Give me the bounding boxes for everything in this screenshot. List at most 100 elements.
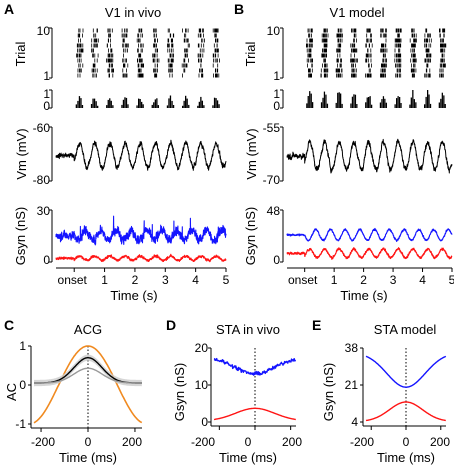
- panel-c-ytick-0: 0: [19, 378, 26, 392]
- panel-a-psth-bar-40: [197, 105, 199, 108]
- panel-a-psth-bar-18: [125, 97, 128, 108]
- panel-b-psth-bar-14: [341, 103, 343, 108]
- panel-b-psth-bar-2: [309, 91, 311, 108]
- panel-a-psth-bar-34: [172, 105, 175, 108]
- panel-d-xtick-0: 0: [245, 435, 252, 449]
- panel-b-raster-ytick-bottom: 1: [273, 69, 280, 83]
- panel-a-psth-bar-47: [215, 98, 217, 108]
- panel-b-xtick-onset: onset: [288, 273, 318, 287]
- panel-a-psth-bar-48: [216, 100, 219, 108]
- panel-letter-b: B: [234, 1, 244, 17]
- panel-b-psth-bar-16: [351, 96, 354, 108]
- panel-a-psth-bar-0: [75, 104, 78, 108]
- panel-a-psth-bar-13: [110, 100, 112, 108]
- panel-a-vm-ylabel: Vm (mV): [14, 128, 29, 179]
- panel-b-psth-bar-22: [368, 97, 370, 108]
- panel-b-psth-bar-8: [325, 94, 327, 108]
- panel-a-psth-bar-43: [201, 100, 204, 108]
- panel-c-ytick-1: 1: [19, 339, 26, 353]
- panel-b-psth-bar-41: [425, 96, 427, 108]
- panel-b-gsyn-ylabel: Gsyn (nS): [243, 207, 258, 266]
- panel-c-series-0: [33, 345, 143, 424]
- panel-b-psth-bar-35: [409, 104, 411, 108]
- panel-b-psth-ytick-bottom: 0: [273, 99, 280, 113]
- panel-b-psth-bar-32: [397, 96, 399, 108]
- panel-a-psth-bar-23: [141, 101, 143, 108]
- panel-a-psth-ytick-top: 1: [43, 87, 50, 101]
- panel-b-psth-bar-33: [399, 97, 401, 108]
- panel-e-xlabel: Time (ms): [377, 450, 435, 465]
- panel-a-raster-trial-10: [78, 28, 219, 33]
- panel-a-psth-bar-7: [93, 98, 96, 108]
- panel-b-psth-bar-49: [444, 104, 446, 108]
- panel-e-xtick-0: 0: [403, 435, 410, 449]
- panel-d-ytick-0: 0: [201, 415, 208, 429]
- panel-d-series-0: [213, 357, 297, 376]
- panel-a-raster-trial-3: [78, 63, 219, 68]
- panel-a-psth-bar-33: [171, 100, 173, 108]
- panel-b-psth-bar-3: [310, 93, 312, 108]
- panel-a-psth-bar-35: [182, 105, 184, 108]
- panel-a-xtick-3: 3: [162, 273, 169, 287]
- panel-b-psth-bar-12: [338, 92, 340, 108]
- panel-b-vm-trace: [286, 138, 453, 174]
- panel-d-series-1: [213, 407, 296, 421]
- panel-b-title: V1 model: [330, 5, 385, 20]
- panel-a-psth-bar-11: [107, 99, 109, 108]
- panel-a-vm-trace: [55, 139, 227, 171]
- panel-a-raster-ytick-bottom: 1: [43, 69, 50, 83]
- panel-b-gsyn-series-0: [286, 227, 453, 243]
- panel-a-psth-bar-25: [151, 104, 153, 108]
- panel-e-ytick-38: 38: [345, 341, 359, 355]
- panel-a-psth-bar-8: [95, 101, 97, 108]
- panel-a-psth-bar-5: [90, 104, 93, 108]
- panel-a-psth-bar-46: [213, 97, 216, 108]
- panel-a-raster-trial-9: [77, 33, 217, 38]
- panel-e-ylabel: Gsyn (nS): [321, 363, 336, 422]
- panel-b-psth-bar-40: [424, 104, 426, 108]
- panel-c-xtick-200: 200: [122, 435, 142, 449]
- panel-b-psth-bar-34: [400, 103, 402, 108]
- panel-a-vm-ytick-bottom: -80: [33, 173, 51, 187]
- panel-a-psth-bar-42: [200, 96, 202, 108]
- panel-a-gsyn-ytick-top: 30: [37, 204, 51, 218]
- panel-a-xtick-4: 4: [192, 273, 199, 287]
- panel-b-psth-bar-25: [379, 102, 382, 108]
- panel-a-psth-ytick-bottom: 0: [43, 99, 50, 113]
- panel-d-xtick-200: 200: [282, 435, 302, 449]
- panel-a-xtick-2: 2: [132, 273, 139, 287]
- panel-a-psth-bar-29: [157, 105, 160, 108]
- panel-a-psth-bar-22: [139, 99, 141, 108]
- panel-b-psth-bar-21: [366, 97, 368, 108]
- panel-a-psth-bar-28: [156, 98, 158, 108]
- panel-a-raster-ylabel: Trial: [13, 41, 28, 66]
- panel-a-psth-bar-36: [183, 100, 185, 108]
- panel-a-psth-bar-24: [142, 104, 144, 108]
- panel-b-psth-bar-38: [413, 99, 415, 108]
- panel-b-raster-trial-2: [308, 68, 444, 73]
- panel-a-psth-bar-19: [127, 104, 129, 108]
- panel-a-psth-bar-3: [80, 98, 82, 108]
- panel-b-psth-bar-1: [307, 96, 309, 108]
- panel-a-psth-bar-10: [106, 105, 108, 108]
- panel-b-psth-bar-30: [394, 104, 396, 108]
- panel-a-psth-bar-49: [218, 104, 220, 108]
- panel-a-psth-bar-21: [138, 98, 140, 108]
- panel-d-xlabel: Time (ms): [219, 450, 277, 465]
- panel-a-psth-bar-32: [169, 95, 172, 108]
- panel-b-psth-bar-20: [365, 102, 367, 108]
- panel-b-raster-ytick-top: 10: [267, 24, 281, 38]
- panel-b-psth-bar-17: [353, 94, 355, 108]
- panel-a-psth-bar-15: [121, 104, 123, 108]
- panel-b-psth-bar-13: [340, 93, 342, 108]
- panel-a-gsyn-ytick-bottom: 0: [43, 253, 50, 267]
- panel-b-psth-bar-29: [385, 102, 387, 108]
- panel-e-series-1: [365, 401, 446, 422]
- panel-e-series-0: [365, 355, 447, 388]
- panel-a-psth-bar-38: [186, 98, 188, 108]
- panel-a-gsyn-series-0: [55, 215, 227, 246]
- panel-b-psth-bar-42: [427, 90, 429, 108]
- panel-b-psth-bar-6: [322, 97, 324, 108]
- panel-a-psth-bar-44: [203, 105, 205, 108]
